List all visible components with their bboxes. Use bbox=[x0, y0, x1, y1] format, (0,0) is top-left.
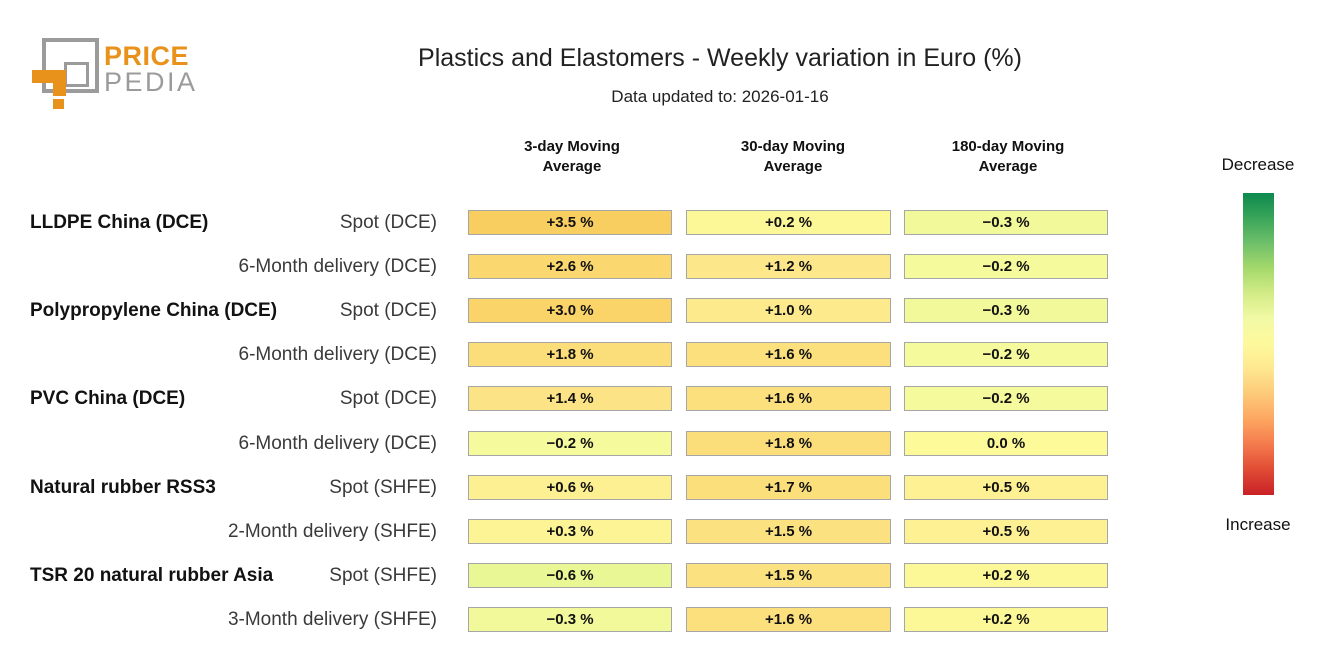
heatmap-cell: +1.5 % bbox=[686, 519, 891, 544]
heatmap-cell: +1.2 % bbox=[686, 254, 891, 279]
pricepedia-logo: PRICE PEDIA bbox=[30, 30, 220, 125]
logo-text-pedia: PEDIA bbox=[104, 67, 198, 97]
series-label: Spot (DCE) bbox=[339, 388, 437, 409]
heatmap-cell: −0.3 % bbox=[904, 298, 1108, 323]
table-row: 6-Month delivery (DCE) +2.6 % +1.2 % −0.… bbox=[0, 254, 1320, 279]
heatmap-cell: +1.6 % bbox=[686, 342, 891, 367]
legend-decrease-label: Decrease bbox=[1221, 155, 1295, 174]
legend-gradient-bar bbox=[1243, 193, 1274, 495]
heatmap-cell: +0.2 % bbox=[904, 563, 1108, 588]
table-row: Natural rubber RSS3 Spot (SHFE) +0.6 % +… bbox=[0, 475, 1320, 500]
heatmap-cell: +0.5 % bbox=[904, 519, 1108, 544]
heatmap-cell: +1.4 % bbox=[468, 386, 672, 411]
heatmap-cell: −0.3 % bbox=[904, 210, 1108, 235]
heatmap-cell: +1.0 % bbox=[686, 298, 891, 323]
heatmap-cell: −0.2 % bbox=[904, 342, 1108, 367]
logo-text-price: PRICE bbox=[104, 41, 190, 71]
heatmap-cell: −0.2 % bbox=[904, 254, 1108, 279]
table-row: 2-Month delivery (SHFE) +0.3 % +1.5 % +0… bbox=[0, 519, 1320, 544]
commodity-group-label: PVC China (DCE) bbox=[30, 388, 186, 409]
logo-inner-square-icon bbox=[64, 62, 89, 87]
table-row: 3-Month delivery (SHFE) −0.3 % +1.6 % +0… bbox=[0, 607, 1320, 632]
column-header-3day: 3-day Moving Average bbox=[524, 138, 620, 176]
logo-orange-bracket-icon bbox=[53, 70, 66, 96]
heatmap-cell: +3.5 % bbox=[468, 210, 672, 235]
series-label: Spot (SHFE) bbox=[329, 477, 437, 498]
heatmap-cell: +1.8 % bbox=[468, 342, 672, 367]
commodity-group-label: TSR 20 natural rubber Asia bbox=[30, 565, 274, 586]
commodity-group-label: Polypropylene China (DCE) bbox=[30, 300, 278, 321]
heatmap-cell: +1.8 % bbox=[686, 431, 891, 456]
logo-outer-square-icon bbox=[42, 38, 99, 93]
chart-subtitle: Data updated to: 2026-01-16 bbox=[611, 87, 829, 106]
column-header-30day: 30-day Moving Average bbox=[740, 138, 846, 176]
heatmap-cell: +1.6 % bbox=[686, 386, 891, 411]
table-row: TSR 20 natural rubber Asia Spot (SHFE) −… bbox=[0, 563, 1320, 588]
series-label: 6-Month delivery (DCE) bbox=[238, 433, 438, 454]
series-label: 2-Month delivery (SHFE) bbox=[227, 521, 437, 542]
series-label: 6-Month delivery (DCE) bbox=[238, 344, 438, 365]
heatmap-cell: +1.6 % bbox=[686, 607, 891, 632]
series-label: 3-Month delivery (SHFE) bbox=[227, 609, 437, 630]
table-row: LLDPE China (DCE) Spot (DCE) +3.5 % +0.2… bbox=[0, 210, 1320, 235]
heatmap-cell: +0.2 % bbox=[686, 210, 891, 235]
series-label: Spot (DCE) bbox=[339, 212, 437, 233]
heatmap-cell: −0.3 % bbox=[468, 607, 672, 632]
heatmap-cell: +0.6 % bbox=[468, 475, 672, 500]
heatmap-cell: −0.6 % bbox=[468, 563, 672, 588]
heatmap-cell: +1.5 % bbox=[686, 563, 891, 588]
legend-increase-label: Increase bbox=[1225, 515, 1291, 534]
chart-title: Plastics and Elastomers - Weekly variati… bbox=[418, 44, 1022, 72]
commodity-group-label: LLDPE China (DCE) bbox=[30, 212, 209, 233]
logo-orange-square-icon bbox=[53, 99, 64, 109]
heatmap-cell: +0.3 % bbox=[468, 519, 672, 544]
series-label: 6-Month delivery (DCE) bbox=[238, 256, 438, 277]
series-label: Spot (DCE) bbox=[339, 300, 437, 321]
heatmap-cell: +0.2 % bbox=[904, 607, 1108, 632]
table-row: 6-Month delivery (DCE) +1.8 % +1.6 % −0.… bbox=[0, 342, 1320, 367]
table-row: 6-Month delivery (DCE) −0.2 % +1.8 % 0.0… bbox=[0, 431, 1320, 456]
heatmap-cell: −0.2 % bbox=[468, 431, 672, 456]
heatmap-cell: +0.5 % bbox=[904, 475, 1108, 500]
table-row: Polypropylene China (DCE) Spot (DCE) +3.… bbox=[0, 298, 1320, 323]
series-label: Spot (SHFE) bbox=[329, 565, 437, 586]
heatmap-cell: −0.2 % bbox=[904, 386, 1108, 411]
heatmap-cell: +3.0 % bbox=[468, 298, 672, 323]
heatmap-cell: 0.0 % bbox=[904, 431, 1108, 456]
heatmap-cell: +2.6 % bbox=[468, 254, 672, 279]
table-row: PVC China (DCE) Spot (DCE) +1.4 % +1.6 %… bbox=[0, 386, 1320, 411]
heatmap-cell: +1.7 % bbox=[686, 475, 891, 500]
column-header-180day: 180-day Moving Average bbox=[951, 138, 1065, 176]
commodity-group-label: Natural rubber RSS3 bbox=[30, 477, 216, 498]
